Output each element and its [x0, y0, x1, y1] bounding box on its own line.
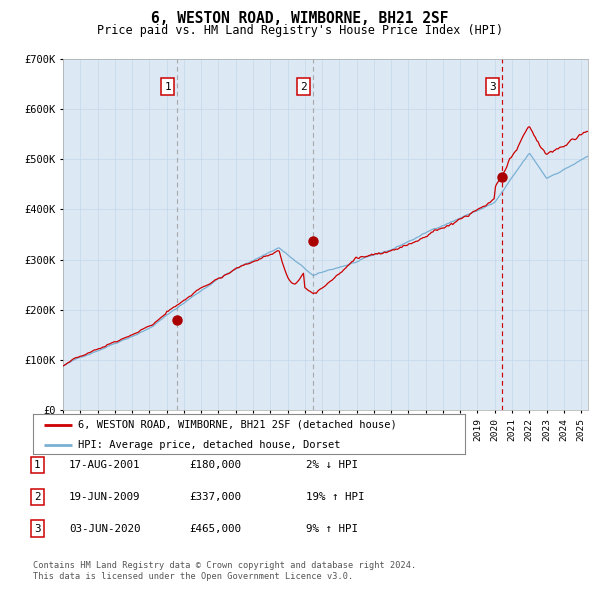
Text: £180,000: £180,000	[189, 460, 241, 470]
Text: £337,000: £337,000	[189, 492, 241, 502]
Text: 6, WESTON ROAD, WIMBORNE, BH21 2SF: 6, WESTON ROAD, WIMBORNE, BH21 2SF	[151, 11, 449, 27]
Text: 1: 1	[164, 81, 171, 91]
Text: Contains HM Land Registry data © Crown copyright and database right 2024.: Contains HM Land Registry data © Crown c…	[33, 560, 416, 569]
Text: Price paid vs. HM Land Registry's House Price Index (HPI): Price paid vs. HM Land Registry's House …	[97, 24, 503, 37]
Text: 9% ↑ HPI: 9% ↑ HPI	[306, 524, 358, 533]
Text: 2: 2	[300, 81, 307, 91]
Text: HPI: Average price, detached house, Dorset: HPI: Average price, detached house, Dors…	[79, 441, 341, 451]
Text: 17-AUG-2001: 17-AUG-2001	[69, 460, 140, 470]
Text: 3: 3	[489, 81, 496, 91]
Text: 6, WESTON ROAD, WIMBORNE, BH21 2SF (detached house): 6, WESTON ROAD, WIMBORNE, BH21 2SF (deta…	[79, 419, 397, 430]
Text: 1: 1	[34, 460, 40, 470]
Text: This data is licensed under the Open Government Licence v3.0.: This data is licensed under the Open Gov…	[33, 572, 353, 581]
Text: 03-JUN-2020: 03-JUN-2020	[69, 524, 140, 533]
Text: 2% ↓ HPI: 2% ↓ HPI	[306, 460, 358, 470]
Text: 19% ↑ HPI: 19% ↑ HPI	[306, 492, 365, 502]
Text: £465,000: £465,000	[189, 524, 241, 533]
Text: 19-JUN-2009: 19-JUN-2009	[69, 492, 140, 502]
Text: 3: 3	[34, 524, 40, 533]
Text: 2: 2	[34, 492, 40, 502]
